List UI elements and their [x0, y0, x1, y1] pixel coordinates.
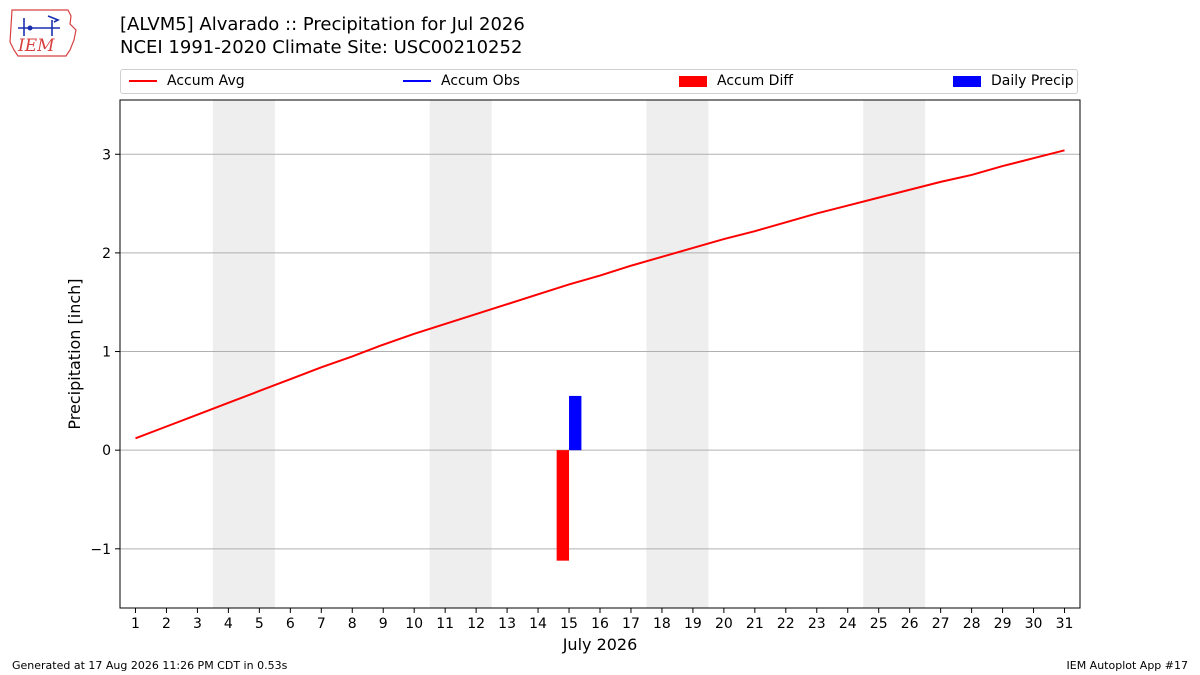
- x-tick-label-6: 7: [317, 616, 326, 632]
- x-tick-label-13: 14: [529, 616, 547, 632]
- y-tick-label-2: 1: [102, 345, 111, 361]
- x-tick-label-22: 23: [808, 616, 826, 632]
- footer-app-name: IEM Autoplot App #17: [1066, 659, 1189, 672]
- legend-item-accum-avg: Accum Avg: [129, 73, 245, 89]
- x-tick-label-30: 31: [1056, 616, 1074, 632]
- x-tick-label-8: 9: [379, 616, 388, 632]
- bar-accum-diff-0: [556, 450, 570, 561]
- legend-swatch-accum-avg: [129, 80, 157, 82]
- weekend-band-3: [863, 100, 926, 608]
- legend-swatch-accum-diff: [679, 75, 707, 87]
- bars: [556, 395, 582, 561]
- x-tick-label-26: 27: [932, 616, 950, 632]
- x-tick-label-24: 25: [870, 616, 888, 632]
- weekend-bands: [212, 100, 926, 608]
- x-tick-label-1: 2: [162, 616, 171, 632]
- x-tick-label-17: 18: [653, 616, 671, 632]
- x-tick-label-15: 16: [591, 616, 609, 632]
- x-tick-label-23: 24: [839, 616, 857, 632]
- x-tick-label-7: 8: [348, 616, 357, 632]
- x-tick-label-11: 12: [467, 616, 485, 632]
- weekend-band-1: [429, 100, 492, 608]
- x-tick-label-3: 4: [224, 616, 233, 632]
- series-line-accum-avg: [135, 149, 1065, 440]
- bar-daily-precip-0: [569, 395, 582, 451]
- x-tick-label-12: 13: [498, 616, 516, 632]
- y-tick-label-1: 0: [102, 443, 111, 459]
- chart-subtitle: NCEI 1991-2020 Climate Site: USC00210252: [120, 37, 523, 58]
- x-tick-label-16: 17: [622, 616, 640, 632]
- lines: [135, 149, 1065, 440]
- legend-swatch-accum-obs: [403, 80, 431, 82]
- x-axis-ticks: 1 2 3 4 5 6 7 8 9 10 11 12 13 14 15 16 17 18 19 20 21 22 23 24 2…: [131, 608, 1073, 632]
- legend: Accum Avg Accum Obs Accum Diff Daily Pre…: [120, 69, 1078, 94]
- y-axis-label: Precipitation [inch]: [65, 278, 84, 429]
- legend-item-accum-obs: Accum Obs: [403, 73, 520, 89]
- x-tick-label-2: 3: [193, 616, 202, 632]
- y-tick-label-4: 3: [102, 147, 111, 163]
- y-axis-ticks: −1 0 1 2 3: [90, 147, 120, 558]
- x-tick-label-19: 20: [715, 616, 733, 632]
- legend-label-accum-avg: Accum Avg: [167, 73, 245, 89]
- x-tick-label-5: 6: [286, 616, 295, 632]
- legend-item-daily-precip: Daily Precip: [953, 73, 1074, 89]
- footer-generated: Generated at 17 Aug 2026 11:26 PM CDT in…: [12, 659, 288, 672]
- iem-logo: IEM: [9, 9, 77, 57]
- x-tick-label-25: 26: [901, 616, 919, 632]
- x-tick-label-29: 30: [1025, 616, 1043, 632]
- weekend-band-0: [212, 100, 275, 608]
- y-tick-label-3: 2: [102, 246, 111, 262]
- legend-label-accum-diff: Accum Diff: [717, 73, 794, 89]
- legend-swatch-daily-precip: [953, 75, 981, 87]
- x-tick-label-18: 19: [684, 616, 702, 632]
- x-tick-label-0: 1: [131, 616, 140, 632]
- x-tick-label-10: 11: [436, 616, 454, 632]
- legend-item-accum-diff: Accum Diff: [679, 73, 793, 89]
- legend-label-accum-obs: Accum Obs: [441, 73, 520, 89]
- weekend-band-2: [646, 100, 709, 608]
- logo-text: IEM: [17, 36, 55, 56]
- x-tick-label-14: 15: [560, 616, 578, 632]
- chart-title: [ALVM5] Alvarado :: Precipitation for Ju…: [120, 14, 525, 35]
- gridlines: [120, 153, 1080, 550]
- x-tick-label-4: 5: [255, 616, 264, 632]
- x-tick-label-21: 22: [777, 616, 795, 632]
- x-tick-label-9: 10: [405, 616, 423, 632]
- y-tick-label-0: −1: [90, 542, 111, 558]
- x-tick-label-20: 21: [746, 616, 764, 632]
- legend-label-daily-precip: Daily Precip: [991, 73, 1074, 89]
- x-tick-label-28: 29: [994, 616, 1012, 632]
- x-axis-label: July 2026: [562, 635, 638, 654]
- x-tick-label-27: 28: [963, 616, 981, 632]
